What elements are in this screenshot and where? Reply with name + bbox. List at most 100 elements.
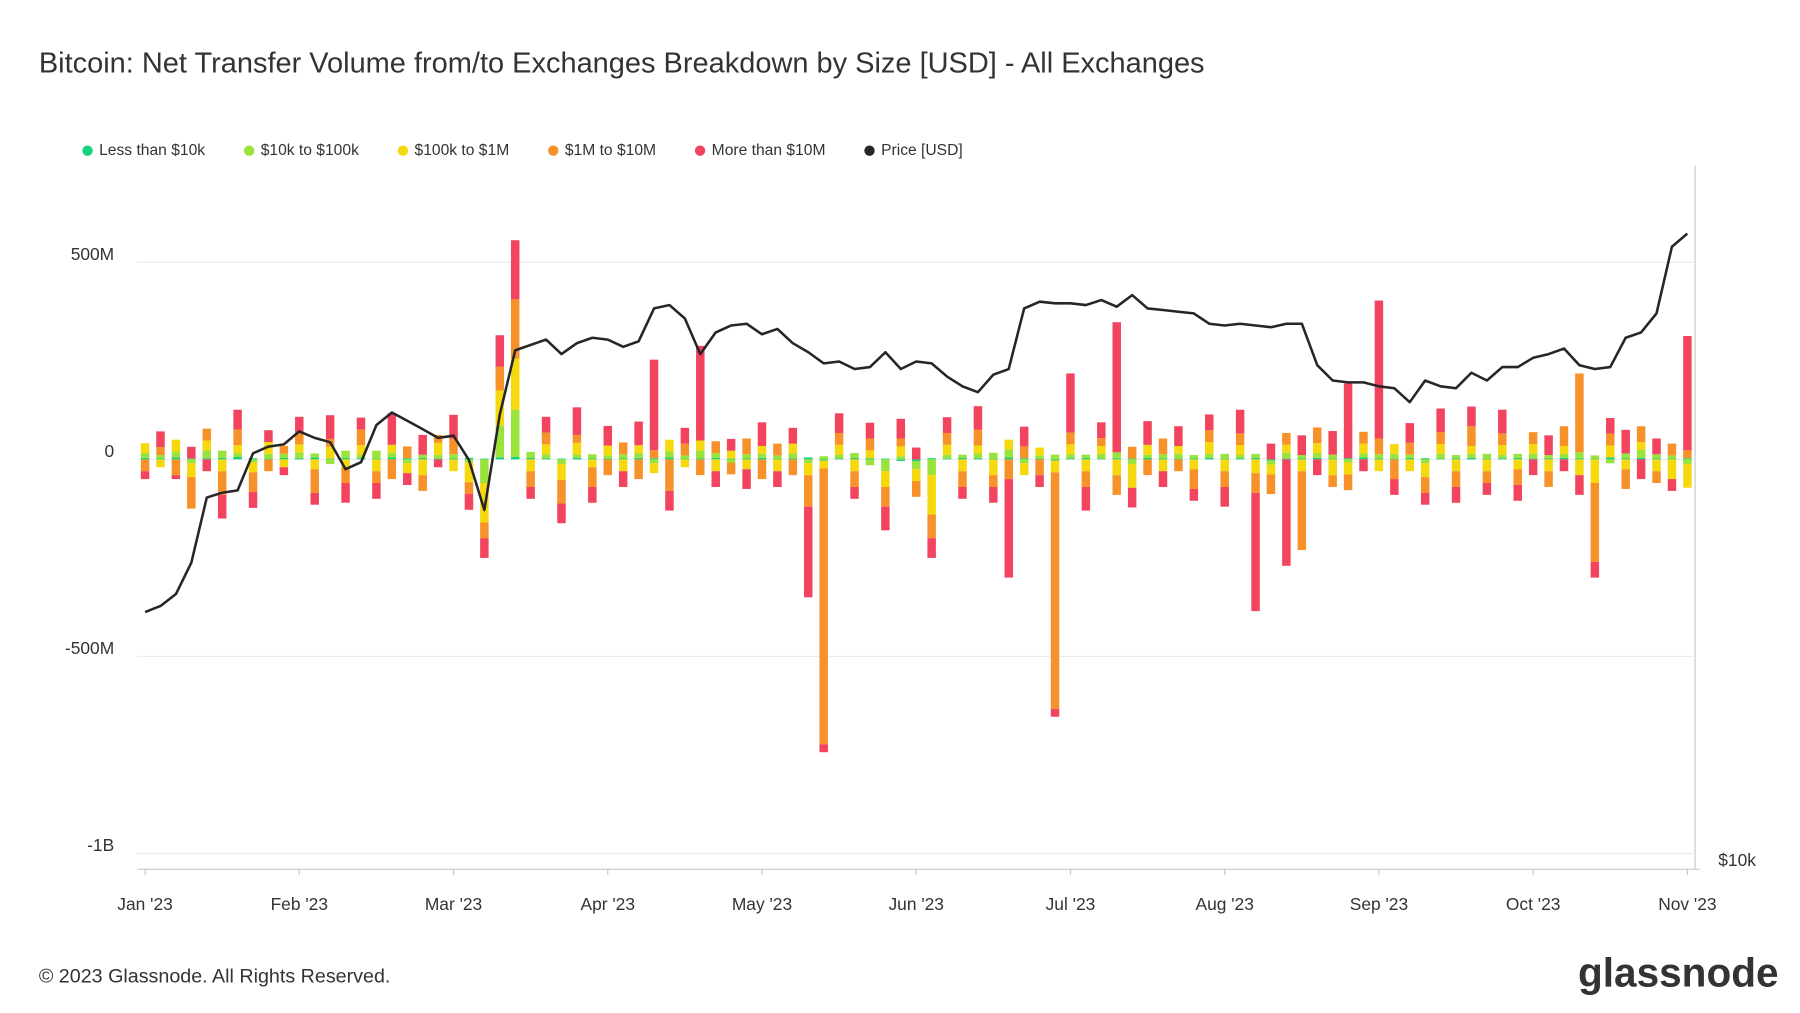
- bar-segment: [1467, 426, 1476, 446]
- bar-segment: [310, 459, 319, 470]
- bar-segment: [1235, 455, 1245, 459]
- bar-segment: [804, 463, 813, 476]
- bar-segment: [1482, 459, 1492, 472]
- bar-segment: [1359, 453, 1368, 458]
- bar-segment: [510, 240, 520, 300]
- bar-segment: [680, 427, 690, 444]
- bar-segment: [387, 459, 397, 480]
- x-tick-label: Feb '23: [271, 894, 328, 914]
- bar-segment: [279, 453, 289, 458]
- bar-segment: [850, 471, 859, 487]
- bar-segment: [341, 459, 350, 468]
- bar-segment: [711, 441, 720, 454]
- bar-segment: [911, 461, 921, 470]
- bar-segment: [850, 486, 859, 499]
- bar-segment: [1189, 469, 1199, 489]
- bar-segment: [1343, 474, 1353, 491]
- bar-segment: [1606, 433, 1615, 446]
- bar-segment: [217, 457, 227, 460]
- bar-segment: [726, 458, 736, 460]
- y-tick-label: 0: [104, 441, 114, 461]
- bar-segment: [433, 459, 443, 468]
- bar-segment: [1019, 458, 1029, 460]
- bar-segment: [1235, 409, 1245, 434]
- bar-segment: [896, 456, 906, 460]
- bar-segment: [541, 444, 551, 455]
- bar-segment: [1189, 459, 1199, 470]
- bar-segment: [387, 413, 397, 445]
- bar-segment: [711, 453, 720, 458]
- bar-segment: [1667, 479, 1677, 491]
- legend-label: Price [USD]: [881, 142, 963, 159]
- bar-segment: [217, 450, 227, 458]
- bar-segment: [1328, 475, 1337, 487]
- bar-segment: [1575, 475, 1584, 495]
- bar-segment: [865, 458, 875, 460]
- bar-segment: [942, 444, 952, 455]
- bar-segment: [696, 459, 705, 476]
- x-tick-label: Oct '23: [1506, 894, 1561, 914]
- bar-segment: [1667, 459, 1677, 480]
- bar-segment: [757, 453, 767, 458]
- bar-segment: [1652, 459, 1661, 472]
- bar-segment: [989, 475, 998, 487]
- bar-segment: [372, 471, 381, 484]
- bar-segment: [1035, 458, 1044, 460]
- bar-segment: [510, 299, 520, 359]
- bar-segment: [649, 463, 659, 474]
- bar-segment: [1420, 463, 1430, 478]
- legend-marker: [548, 145, 559, 156]
- bar-segment: [1143, 454, 1152, 458]
- bar-segment: [1513, 469, 1522, 485]
- bar-segment: [927, 458, 936, 460]
- bar-segment: [264, 459, 273, 472]
- bar-segment: [588, 454, 597, 459]
- bar-segment: [325, 459, 335, 465]
- bar-segment: [649, 459, 659, 464]
- bar-segment: [1220, 458, 1229, 460]
- bar-segment: [649, 458, 659, 460]
- bar-segment: [1652, 438, 1661, 455]
- bar-segment: [634, 445, 643, 454]
- bar-segment: [649, 359, 659, 451]
- bar-segment: [773, 458, 782, 460]
- bar-segment: [1590, 455, 1600, 459]
- bar-segment: [1081, 471, 1091, 487]
- chart-title: Bitcoin: Net Transfer Volume from/to Exc…: [39, 48, 1205, 80]
- bar-segment: [757, 422, 767, 446]
- bar-segment: [1066, 444, 1075, 455]
- legend-marker: [694, 145, 706, 156]
- bar-segment: [279, 445, 289, 454]
- bar-segment: [217, 494, 227, 519]
- bar-segment: [418, 434, 427, 455]
- bar-segment: [1004, 449, 1014, 458]
- bar-segment: [1544, 455, 1553, 459]
- bar-segment: [341, 450, 350, 458]
- bar-segment: [387, 444, 397, 453]
- bar-segment: [1297, 435, 1307, 456]
- bar-segment: [1235, 433, 1245, 446]
- bar-segment: [572, 454, 582, 458]
- bar-segment: [1590, 483, 1600, 562]
- bar-segment: [942, 458, 952, 460]
- bar-segment: [1652, 458, 1661, 460]
- bar-segment: [881, 506, 890, 531]
- bar-segment: [603, 459, 613, 476]
- bar-segment: [310, 492, 319, 505]
- x-tick-label: May '23: [732, 894, 792, 914]
- bar-segment: [202, 440, 211, 451]
- bar-segment: [1343, 458, 1353, 460]
- bar-segment: [603, 458, 613, 460]
- legend-label: $1M to $10M: [565, 142, 656, 159]
- bar-segment: [433, 454, 443, 459]
- bar-segment: [202, 450, 211, 459]
- bar-segment: [187, 459, 196, 464]
- bar-segment: [449, 438, 458, 455]
- bar-segment: [618, 442, 628, 455]
- bar-segment: [1528, 458, 1538, 460]
- bar-segment: [1636, 457, 1646, 460]
- bar-segment: [911, 459, 921, 462]
- bar-segment: [1467, 406, 1476, 427]
- bar-segment: [1498, 409, 1507, 434]
